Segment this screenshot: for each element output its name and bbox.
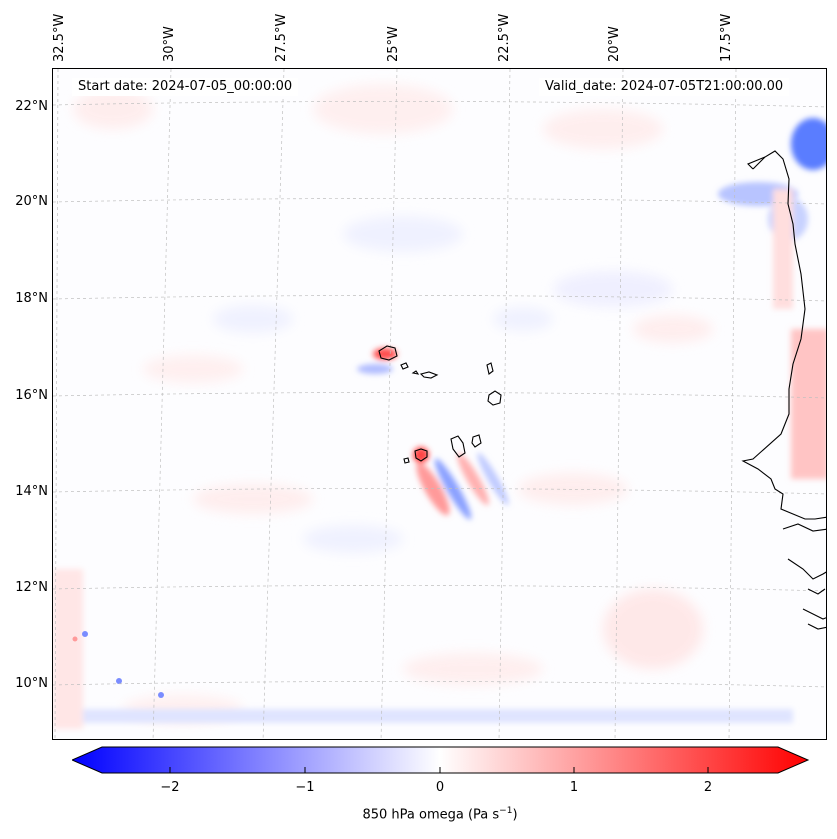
meridian-30w: [152, 69, 172, 739]
coastlines: [741, 150, 826, 630]
meridian-17-5w: [728, 69, 737, 739]
lon-label-17-5w: 17.5°W: [719, 13, 734, 62]
island-maio: [471, 434, 482, 448]
meridian-32-5w: [54, 69, 59, 739]
parallel-12n: [53, 585, 826, 592]
lon-label-27-5w: 27.5°W: [274, 13, 289, 62]
meridian-25w: [380, 69, 398, 739]
africa-coastline: [741, 150, 826, 520]
omega-patch: [313, 84, 453, 134]
island-sao-nicolau: [419, 371, 439, 379]
lon-label-32-5w: 32.5°W: [52, 13, 67, 62]
lon-label-22-5w: 22.5°W: [497, 13, 512, 62]
omega-patch: [53, 709, 793, 723]
colorbar-ticks: [169, 767, 709, 773]
omega-patch: [143, 355, 243, 383]
meridian-22-5w: [498, 69, 511, 739]
island-santo-antao: [378, 345, 398, 361]
omega-field-map: [53, 69, 826, 739]
island-santiago: [450, 435, 466, 458]
colorbar-label: 850 hPa omega (Pa s−1): [0, 806, 837, 822]
colorbar-units: (Pa s: [467, 807, 500, 823]
lon-label-20w: 20°W: [607, 26, 622, 62]
colorbar-units-close: ): [512, 807, 518, 823]
lat-label-20n: 20°N: [15, 194, 48, 209]
meridian-20w: [614, 69, 624, 739]
omega-patch: [543, 109, 663, 149]
africa-coastline-guinea: [787, 558, 826, 580]
island-fogo: [414, 448, 428, 462]
lat-label-22n: 22°N: [15, 99, 48, 114]
coast-inner-tick: [747, 156, 766, 170]
island-boa-vista: [487, 390, 502, 406]
omega-patch: [493, 307, 553, 331]
parallel-14n: [53, 488, 826, 495]
colorbar-tick-neg1: −1: [295, 780, 315, 795]
colorbar-units-exponent: −1: [499, 806, 513, 816]
omega-patch: [791, 118, 826, 170]
omega-patch: [343, 216, 463, 252]
omega-patch: [633, 315, 713, 343]
colorbar-tick-2: 2: [703, 780, 713, 795]
parallel-22n: [53, 101, 826, 108]
parallel-16n: [53, 392, 826, 399]
africa-coastline-south: [782, 523, 826, 532]
omega-patch: [603, 589, 703, 669]
colorbar-tick-neg2: −2: [160, 780, 180, 795]
omega-patch: [53, 569, 83, 729]
parallel-20n: [53, 198, 826, 205]
omega-patch: [357, 364, 393, 374]
lat-label-16n: 16°N: [15, 388, 48, 403]
omega-field: [53, 84, 826, 729]
omega-patch: [773, 189, 793, 309]
omega-patch: [791, 329, 826, 479]
island-sal: [486, 362, 494, 375]
map-panel: [52, 68, 827, 740]
graticule: [53, 69, 826, 739]
omega-patch: [518, 473, 628, 505]
lat-label-18n: 18°N: [15, 291, 48, 306]
colorbar-tick-0: 0: [435, 780, 445, 795]
lat-label-14n: 14°N: [15, 484, 48, 499]
omega-patch: [158, 692, 164, 698]
lon-label-25w: 25°W: [386, 26, 401, 62]
colorbar: [72, 746, 810, 774]
omega-patch: [434, 458, 472, 520]
omega-patch: [73, 89, 153, 129]
omega-patch: [416, 462, 450, 516]
lat-label-12n: 12°N: [15, 580, 48, 595]
omega-patch: [193, 484, 313, 514]
omega-patch: [116, 678, 122, 684]
omega-patch: [303, 525, 403, 553]
valid-date-label: Valid_date: 2024-07-05T21:00:00.00: [539, 78, 790, 96]
island-santa-luzia: [411, 370, 420, 375]
cabo-verde-islands: [378, 345, 502, 464]
lat-label-10n: 10°N: [15, 676, 48, 691]
colorbar-tick-1: 1: [569, 780, 579, 795]
colorbar-bar: [72, 746, 810, 774]
omega-patch: [213, 305, 293, 333]
meridian-27-5w: [262, 69, 285, 739]
omega-patch: [403, 653, 543, 685]
parallel-18n: [53, 295, 826, 302]
omega-patch: [457, 452, 489, 506]
africa-coastline-islands: [802, 588, 826, 630]
island-sao-vicente: [400, 362, 409, 370]
omega-patch: [553, 271, 673, 307]
omega-patch: [72, 636, 78, 642]
omega-patch: [82, 631, 88, 637]
colorbar-variable: 850 hPa omega: [362, 807, 464, 823]
lon-label-30w: 30°W: [162, 26, 177, 62]
island-brava: [403, 457, 410, 464]
parallel-10n: [53, 681, 826, 688]
start-date-label: Start date: 2024-07-05_00:00:00: [72, 78, 299, 96]
omega-patch: [477, 452, 509, 506]
